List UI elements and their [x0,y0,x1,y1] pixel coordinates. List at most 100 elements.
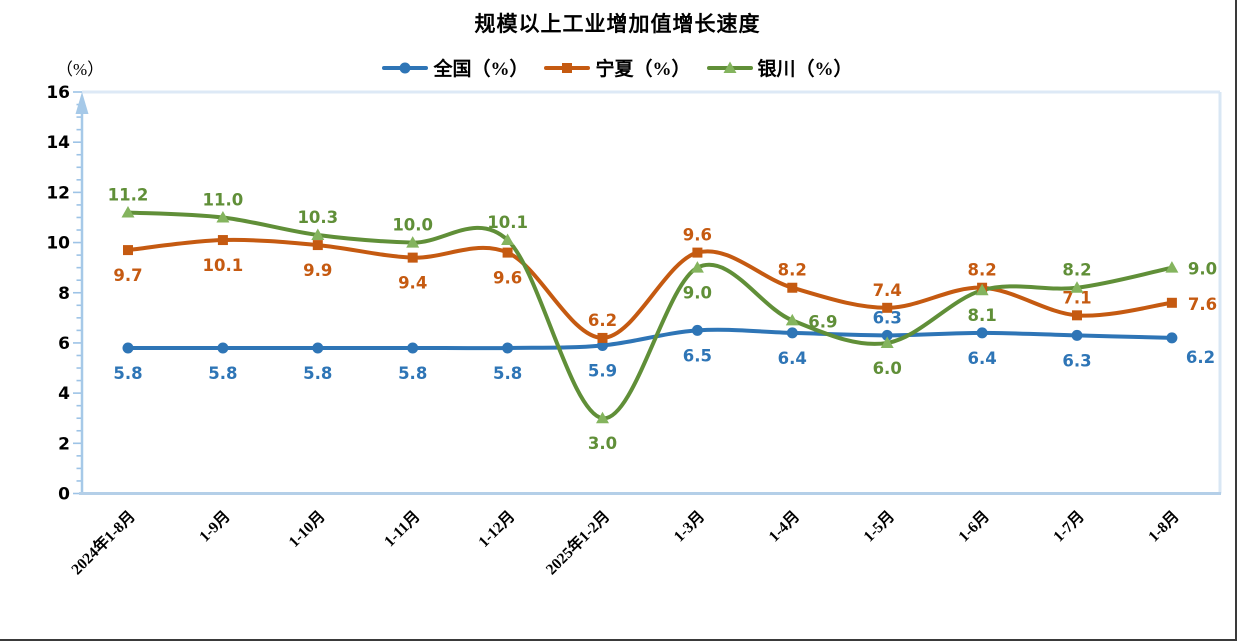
series-line-1 [126,237,1174,340]
x-axis-label: 1-11月 [380,507,423,550]
y-axis-tick-label: 4 [58,384,70,404]
data-point-marker [312,240,323,251]
y-axis-tick-label: 2 [58,434,70,454]
y-axis-tick-label: 10 [46,234,70,254]
data-point-marker [311,228,325,241]
data-point-marker [122,342,134,354]
data-label: 8.2 [778,261,807,280]
data-label: 9.6 [683,226,712,245]
data-point-marker [1165,261,1179,273]
data-label: 9.0 [1188,260,1217,279]
data-label: 7.6 [1188,295,1217,314]
data-label: 5.8 [303,364,332,383]
legend-marker-circle [399,62,411,73]
data-label: 6.5 [683,346,712,365]
x-axis-label: 1-6月 [955,507,993,545]
x-axis-label: 2024年1-8月 [67,506,139,578]
data-label: 5.9 [588,361,617,380]
data-point-marker [787,282,798,293]
data-label: 6.2 [1186,348,1215,367]
data-label: 6.9 [808,312,837,331]
x-axis-label: 1-3月 [670,507,708,545]
data-label: 9.0 [683,284,712,303]
data-point-marker [406,236,420,248]
data-point-marker [217,342,229,354]
data-point-marker [502,247,513,258]
data-point-marker [1072,310,1082,321]
data-label: 6.0 [873,359,902,378]
data-label: 6.2 [588,311,617,330]
y-axis-tick-label: 6 [58,334,70,354]
legend-label-national: 全国（%） [433,59,529,80]
data-label: 9.6 [493,269,522,288]
data-point-marker [690,261,704,273]
chart-title: 规模以上工业增加值增长速度 [474,12,761,36]
y-axis-tick-label: 14 [46,133,70,153]
data-label: 5.8 [113,364,142,383]
data-label: 6.4 [778,349,807,368]
data-point-marker [217,235,228,246]
data-point-marker [216,210,230,223]
legend-marker-triangle [723,61,736,73]
legend-line-triangle-icon [706,61,753,73]
x-axis-label: 1-8月 [1144,507,1182,545]
data-point-marker [880,336,894,348]
y-axis-tick-label: 12 [46,183,70,203]
x-axis-label: 1-4月 [765,507,803,545]
data-point-marker [786,327,798,339]
legend-line-circle-icon [382,62,429,73]
y-axis-tick-label: 16 [46,83,70,103]
data-point-marker [123,245,133,256]
data-point-marker [1071,329,1083,341]
data-label: 11.2 [108,185,149,204]
data-point-marker [597,332,608,343]
data-label: 8.2 [967,261,996,280]
data-point-marker [121,205,135,218]
data-label: 9.7 [113,266,142,285]
legend-item-ningxia: 宁夏（%） [544,54,691,81]
data-label: 10.1 [487,213,528,232]
data-label: 10.3 [297,208,338,227]
data-label: 10.1 [203,256,244,275]
legend-marker-square [562,62,573,73]
x-axis-label: 1-10月 [285,507,329,551]
data-label: 5.8 [208,364,237,383]
data-label: 6.4 [967,349,996,368]
y-axis-tick-label: 8 [58,284,70,304]
data-label: 5.8 [398,364,427,383]
data-label: 8.2 [1062,261,1091,280]
x-axis-label: 1-7月 [1050,507,1088,545]
chart-legend: 全国（%） 宁夏（%） 银川（%） [0,54,1235,81]
data-point-marker [785,313,799,326]
y-axis-arrow-icon [75,92,89,114]
y-axis-tick-label: 0 [58,485,70,505]
data-point-marker [407,252,418,263]
data-point-marker [976,327,988,339]
x-axis-label: 2025年1-2月 [541,506,613,578]
data-point-marker [1166,332,1178,344]
data-label: 8.1 [967,306,996,325]
legend-label-yinchuan: 银川（%） [757,59,853,80]
data-label: 6.3 [873,308,902,327]
x-axis-label: 1-12月 [475,507,519,551]
data-point-marker [881,329,893,341]
data-point-marker [1166,297,1177,308]
data-point-marker [975,283,989,296]
x-axis-label: 1-9月 [195,507,233,545]
legend-item-national: 全国（%） [382,54,528,81]
data-point-marker [596,411,609,424]
data-label: 5.8 [493,364,522,383]
legend-line-square-icon [544,62,591,73]
data-point-marker [407,342,419,354]
data-point-marker [882,302,893,313]
data-point-marker [691,324,703,336]
data-label: 7.1 [1062,288,1091,307]
data-label: 10.0 [392,216,433,235]
data-label: 11.0 [203,190,244,209]
data-point-marker [501,233,515,246]
data-point-marker [502,342,514,354]
data-point-marker [692,247,703,258]
series-line-0 [126,327,1174,351]
